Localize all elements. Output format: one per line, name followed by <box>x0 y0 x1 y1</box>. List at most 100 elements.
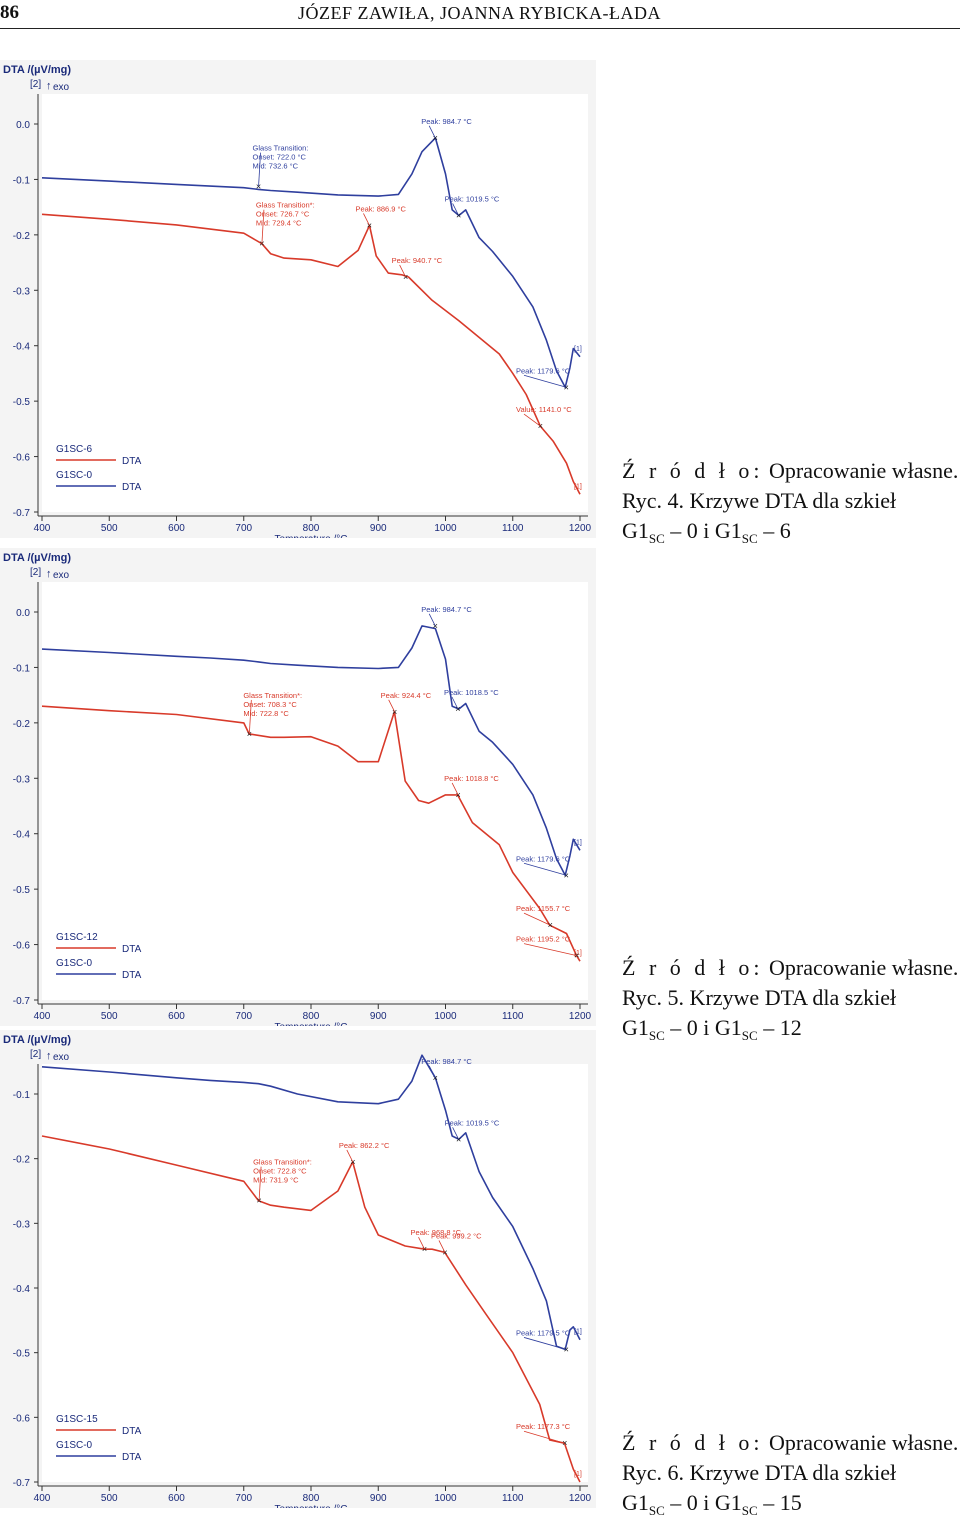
caption-glass-names: G1SC – 0 i G1SC – 6 <box>622 518 791 546</box>
annotation-leader <box>261 209 265 244</box>
figure-5-dta-chart: DTA /(µV/mg) [2] ↑ exo 0.0 -0.1 -0.2 -0.3 -0.4 -0… <box>0 548 596 1026</box>
x-tick-label: 1000 <box>434 1493 457 1504</box>
annotation-label: Peak: 1019.5 °C <box>445 194 500 203</box>
figure-6-dta-chart: DTA /(µV/mg) [2] ↑ exo -0.1 -0.2 -0.3 -0.4 -0.5 -… <box>0 1030 596 1508</box>
annotation-leader <box>258 1166 262 1201</box>
series-line-g1sc-0 <box>41 1054 581 1351</box>
annotation-leader <box>452 203 459 216</box>
annotation-marker: × <box>456 1134 461 1144</box>
x-tick-label: 800 <box>303 1493 320 1504</box>
x-tick-label: 1200 <box>569 1011 592 1022</box>
annotation-label: Peak: 1018.5 °C <box>444 688 499 697</box>
annotation-label-line: Onset: 722.0 °C <box>253 153 307 162</box>
annotation-leader <box>258 152 261 187</box>
annotation-leader <box>438 1240 446 1253</box>
legend-series-name: G1SC-0 <box>56 1440 93 1451</box>
series-end-mark: [1] <box>574 346 582 353</box>
annotation-label-line: Mid: 729.4 °C <box>256 219 302 228</box>
x-tick-label: 800 <box>303 1011 320 1022</box>
running-head-authors: JÓZEF ZAWIŁA, JOANNA RYBICKA-ŁADA <box>298 3 662 23</box>
x-tick-label: 1100 <box>502 523 524 534</box>
annotation-leader <box>428 1065 436 1079</box>
exo-arrow-icon: ↑ <box>46 1050 52 1062</box>
legend-label: DTA <box>122 1452 142 1463</box>
y-tick-label: -0.7 <box>13 996 31 1007</box>
exo-label: exo <box>53 82 70 93</box>
annotation-leader <box>523 943 577 957</box>
y-tick-label: -0.5 <box>13 397 31 408</box>
legend-label: DTA <box>122 456 142 467</box>
y-tick-label: -0.5 <box>13 885 31 896</box>
annotation-label: Peak: 1179.6 °C <box>516 366 571 375</box>
annotation-marker: × <box>256 182 261 192</box>
source-label: Ź r ó d ł o: <box>622 1430 764 1455</box>
annotation-label: Peak: 1179.6 °C <box>516 854 571 863</box>
y-tick-label: -0.6 <box>13 1413 31 1424</box>
figure-4-dta-chart: DTA /(µV/mg) [2] ↑ exo 0.0 -0.1 -0.2 -0.3 -0.4 -0… <box>0 60 596 538</box>
x-tick-label: 500 <box>101 1493 118 1504</box>
caption-glass-names: G1SC – 0 i G1SC – 15 <box>622 1490 802 1518</box>
legend-series-name: G1SC-15 <box>56 1414 98 1425</box>
series-end-mark: [1] <box>574 1471 582 1478</box>
annotation-marker: × <box>442 1247 447 1257</box>
x-tick-label: 700 <box>235 1493 252 1504</box>
figure-5-caption: Ź r ó d ł o: Opracowanie własne. Ryc. 5.… <box>622 953 958 1051</box>
series-end-mark: [1] <box>574 1329 582 1336</box>
annotation-leader <box>523 862 567 876</box>
annotation-label: Peak: 886.9 °C <box>355 204 406 213</box>
plot-area <box>42 94 588 512</box>
x-tick-label: 600 <box>168 1011 185 1022</box>
annotation-label-line: Onset: 708.3 °C <box>243 700 297 709</box>
y-tick-label: -0.6 <box>13 941 31 952</box>
legend-series-name: G1SC-0 <box>56 958 93 969</box>
annotation-label: Peak: 968.8 °C <box>411 1228 462 1237</box>
annotation-label-line: Onset: 722.8 °C <box>253 1167 307 1176</box>
x-tick-label: 700 <box>235 1011 252 1022</box>
annotation-label-line: Onset: 726.7 °C <box>256 210 310 219</box>
annotation-marker: × <box>456 790 461 800</box>
y-tick-label: -0.2 <box>13 1155 31 1166</box>
annotation-label: Peak: 984.7 °C <box>421 117 472 126</box>
annotation-leader <box>452 1127 459 1140</box>
y-tick-label: -0.4 <box>13 1284 31 1295</box>
legend-series-name: G1SC-0 <box>56 470 93 481</box>
y-tick-label: -0.1 <box>13 663 31 674</box>
figure-4-caption: Ź r ó d ł o: Opracowanie własne. Ryc. 4.… <box>622 456 958 554</box>
annotation-leader <box>363 213 370 226</box>
y-tick-label: -0.3 <box>13 1219 31 1230</box>
x-tick-label: 700 <box>235 523 252 534</box>
series-end-mark: [1] <box>574 483 582 490</box>
series-end-mark: [1] <box>574 950 582 957</box>
annotation-marker: × <box>247 729 252 739</box>
annotation-leader <box>388 699 396 712</box>
running-header: 86 JÓZEF ZAWIŁA, JOANNA RYBICKA-ŁADA <box>0 0 960 29</box>
annotation-label-line: Mid: 722.8 °C <box>243 709 289 718</box>
y-axis-label: DTA /(µV/mg) <box>3 1034 71 1046</box>
annotation-marker: × <box>350 1157 355 1167</box>
x-tick-label: 1000 <box>434 1011 457 1022</box>
y-tick-label: -0.5 <box>13 1349 31 1360</box>
y-tick-label: -0.1 <box>13 1090 31 1101</box>
y-axis-label: DTA /(µV/mg) <box>3 64 71 76</box>
annotation-label: Glass Transition*: <box>243 691 302 700</box>
series-line-g1sc-0 <box>41 625 581 877</box>
x-tick-label: 400 <box>34 523 51 534</box>
annotation-label: Peak: 940.7 °C <box>392 256 443 265</box>
annotation-label: Peak: 862.2 °C <box>339 1141 390 1150</box>
source-text: Opracowanie własne. <box>769 1430 959 1455</box>
series-line-g1sc-15 <box>41 1135 581 1483</box>
x-tick-label: 500 <box>101 523 118 534</box>
annotation-leader <box>346 1149 354 1163</box>
annotation-marker: × <box>564 1344 569 1354</box>
annotation-label: Glass Transition*: <box>253 1158 312 1167</box>
legend-label: DTA <box>122 1426 142 1437</box>
y-tick-label: -0.6 <box>13 453 31 464</box>
legend-label: DTA <box>122 482 142 493</box>
legend-label: DTA <box>122 944 142 955</box>
annotation-leader <box>523 374 567 388</box>
annotation-leader <box>523 912 551 926</box>
annotation-label-line: Mid: 732.6 °C <box>253 162 299 171</box>
y-tick-label: -0.1 <box>13 175 31 186</box>
x-tick-label: 400 <box>34 1493 51 1504</box>
y-tick-label: -0.3 <box>13 286 31 297</box>
